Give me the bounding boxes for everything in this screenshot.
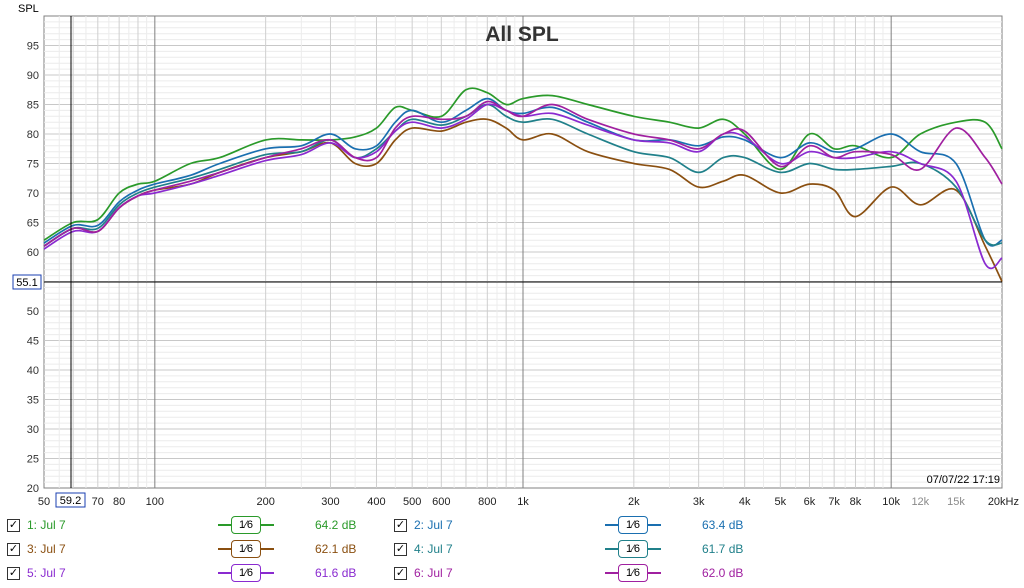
smoothing-button-series-2[interactable]: 1⁄6: [618, 516, 648, 534]
y-tick-label: 65: [27, 218, 39, 230]
y-tick-label: 30: [27, 424, 39, 436]
axis-labels: 2025303540455055606570758085909550708010…: [27, 41, 1019, 509]
x-tick-label: 7k: [828, 496, 840, 508]
y-tick-label: 90: [27, 70, 39, 82]
legend-row-3: ✓ 5: Jul 7 1⁄6 61.6 dB ✓ 6: Jul 7 1⁄6 62…: [0, 562, 1024, 586]
legend-value-series-6: 62.0 dB: [702, 566, 744, 580]
legend-label-series-2: 2: Jul 7: [414, 518, 453, 532]
y-tick-label: 25: [27, 454, 39, 466]
grid: [44, 16, 1002, 488]
x-tick-label: 20kHz: [988, 496, 1019, 508]
x-tick-label: 15k: [947, 496, 965, 508]
y-tick-label: 60: [27, 247, 39, 259]
x-tick-label: 8k: [850, 496, 862, 508]
smoothing-button-series-5[interactable]: 1⁄6: [231, 564, 261, 582]
series-line-4: [43, 103, 1003, 247]
checkbox-series-5[interactable]: ✓: [7, 567, 20, 580]
timestamp: 07/07/22 17:19: [927, 474, 1000, 486]
x-tick-label: 800: [478, 496, 496, 508]
checkbox-series-6[interactable]: ✓: [394, 567, 407, 580]
legend-label-series-3: 3: Jul 7: [27, 542, 66, 556]
series-line-6: [43, 100, 1003, 247]
cursor[interactable]: 59.2 55.1: [12, 16, 1002, 508]
legend-label-series-1: 1: Jul 7: [27, 518, 66, 532]
x-tick-label: 400: [367, 496, 385, 508]
x-tick-label: 5k: [775, 496, 787, 508]
checkbox-series-1[interactable]: ✓: [7, 519, 20, 532]
x-tick-label: 3k: [693, 496, 705, 508]
checkbox-series-4[interactable]: ✓: [394, 543, 407, 556]
checkbox-series-2[interactable]: ✓: [394, 519, 407, 532]
y-tick-label: 35: [27, 395, 39, 407]
legend-label-series-5: 5: Jul 7: [27, 566, 66, 580]
y-tick-label: 20: [27, 483, 39, 495]
x-tick-label: 1k: [517, 496, 529, 508]
y-tick-label: 45: [27, 336, 39, 348]
x-tick-label: 70: [92, 496, 104, 508]
x-tick-label: 12k: [911, 496, 929, 508]
legend-label-series-6: 6: Jul 7: [414, 566, 453, 580]
legend-row-1: ✓ 1: Jul 7 1⁄6 64.2 dB ✓ 2: Jul 7 1⁄6 63…: [0, 514, 1024, 538]
smoothing-button-series-6[interactable]: 1⁄6: [618, 564, 648, 582]
y-tick-label: 40: [27, 365, 39, 377]
x-tick-label: 600: [432, 496, 450, 508]
legend-value-series-2: 63.4 dB: [702, 518, 744, 532]
cursor-y-label: 55.1: [16, 277, 37, 289]
x-tick-label: 50: [38, 496, 50, 508]
y-tick-label: 70: [27, 188, 39, 200]
series-layer: [43, 87, 1003, 282]
y-tick-label: 50: [27, 306, 39, 318]
legend-value-series-4: 61.7 dB: [702, 542, 744, 556]
legend-value-series-3: 62.1 dB: [315, 542, 357, 556]
x-tick-label: 10k: [882, 496, 900, 508]
legend-row-2: ✓ 3: Jul 7 1⁄6 62.1 dB ✓ 4: Jul 7 1⁄6 61…: [0, 538, 1024, 562]
y-tick-label: 75: [27, 159, 39, 171]
cursor-y-label-box: [12, 274, 42, 290]
x-tick-label: 100: [146, 496, 164, 508]
spl-chart: 2025303540455055606570758085909550708010…: [12, 3, 1019, 509]
x-tick-label: 4k: [739, 496, 751, 508]
series-line-1: [43, 87, 1003, 241]
cursor-x-label-box: [55, 492, 86, 508]
x-tick-label: 2k: [628, 496, 640, 508]
y-tick-label: 85: [27, 100, 39, 112]
smoothing-button-series-3[interactable]: 1⁄6: [231, 540, 261, 558]
y-tick-label: 95: [27, 41, 39, 53]
smoothing-button-series-4[interactable]: 1⁄6: [618, 540, 648, 558]
chart-title: All SPL: [485, 23, 559, 46]
cursor-x-label: 59.2: [60, 495, 81, 507]
x-tick-label: 300: [321, 496, 339, 508]
x-tick-label: 80: [113, 496, 125, 508]
x-tick-label: 200: [256, 496, 274, 508]
y-tick-label: 80: [27, 129, 39, 141]
checkbox-series-3[interactable]: ✓: [7, 543, 20, 556]
legend-value-series-1: 64.2 dB: [315, 518, 357, 532]
x-tick-label: 6k: [804, 496, 816, 508]
y-axis-label: SPL: [18, 3, 39, 15]
x-tick-label: 500: [403, 496, 421, 508]
legend-label-series-4: 4: Jul 7: [414, 542, 453, 556]
legend-value-series-5: 61.6 dB: [315, 566, 357, 580]
smoothing-button-series-1[interactable]: 1⁄6: [231, 516, 261, 534]
